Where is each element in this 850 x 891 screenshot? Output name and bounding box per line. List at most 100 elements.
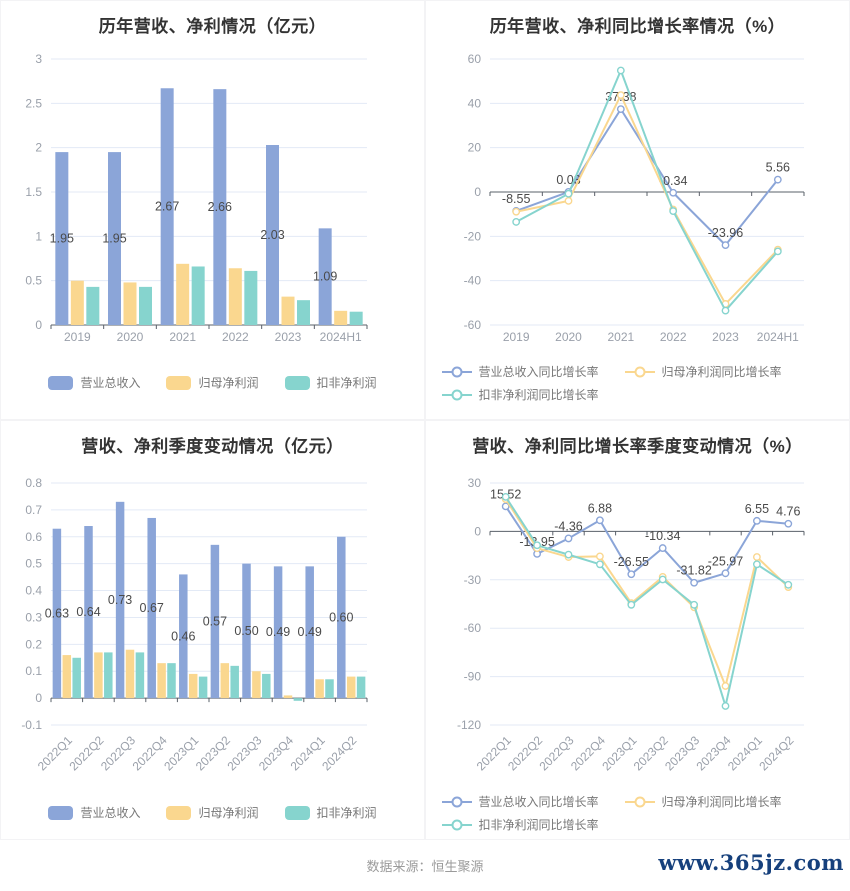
svg-text:2: 2: [35, 141, 42, 155]
website-link[interactable]: www.365jz.com: [658, 850, 844, 875]
svg-text:-23.96: -23.96: [708, 226, 743, 240]
legend-line-marker-icon: [441, 796, 472, 807]
legend-label: 扣非净利润同比增长率: [478, 817, 599, 832]
svg-text:-8.55: -8.55: [502, 192, 531, 206]
svg-text:0.4: 0.4: [25, 584, 42, 598]
legend-line-marker-icon: [624, 796, 655, 807]
svg-text:0.73: 0.73: [108, 593, 132, 607]
chart-canvas: 0.80.70.60.50.40.30.20.10-0.12022Q12022Q…: [21, 476, 368, 773]
svg-text:0.67: 0.67: [140, 601, 164, 615]
chart-title-annual-growth-rate: 历年营收、净利同比增长率情况（%）: [489, 17, 786, 36]
legend-item-扣非净利润同比增长率[interactable]: 扣非净利润同比增长率: [441, 817, 599, 832]
svg-text:6.55: 6.55: [745, 502, 769, 516]
svg-text:-31.82: -31.82: [676, 564, 711, 578]
legend-item-营业总收入[interactable]: 营业总收入: [48, 376, 140, 390]
svg-text:0.7: 0.7: [25, 503, 42, 517]
svg-text:0: 0: [474, 185, 481, 199]
svg-text:-20: -20: [464, 229, 482, 243]
svg-text:0.50: 0.50: [234, 624, 258, 638]
chart-plot-quarterly-growth-rate: 30 0 -30 -60 -90 -120 2022Q1 2022Q2 2022Q3 2022Q4…: [426, 455, 849, 787]
svg-text:40: 40: [468, 96, 482, 110]
legend-label: 扣非净利润: [316, 806, 377, 820]
legend-label: 归母净利润: [198, 376, 259, 390]
legend-item-扣非净利润[interactable]: 扣非净利润: [284, 376, 377, 390]
svg-text:20: 20: [468, 141, 482, 155]
svg-text:-10.34: -10.34: [645, 529, 680, 543]
chart-panel-annual-growth-rate: 历年营收、净利同比增长率情况（%） 60 40 20 0 -20 -40 -60 2019 20…: [425, 0, 850, 420]
svg-text:0.46: 0.46: [171, 629, 195, 643]
legend-item-营业总收入同比增长率[interactable]: 营业总收入同比增长率: [441, 364, 599, 379]
svg-text:0.03: 0.03: [556, 173, 580, 187]
svg-text:2020: 2020: [117, 330, 144, 344]
svg-text:2020: 2020: [555, 330, 582, 344]
svg-text:2.5: 2.5: [25, 96, 42, 110]
svg-text:0.5: 0.5: [25, 557, 42, 571]
svg-text:0.6: 0.6: [25, 530, 42, 544]
legend-swatch-icon: [48, 376, 74, 390]
chart-panel-quarterly-growth-rate: 营收、净利同比增长率季度变动情况（%） 30 0 -30 -60 -90 -120 2022…: [425, 420, 850, 840]
legend-line-marker-icon: [624, 366, 655, 377]
svg-text:0.2: 0.2: [25, 637, 42, 651]
svg-text:2.03: 2.03: [260, 228, 284, 242]
svg-text:-120: -120: [457, 718, 481, 732]
legend-label: 扣非净利润同比增长率: [478, 387, 599, 402]
svg-text:-0.1: -0.1: [21, 718, 42, 732]
svg-text:2019: 2019: [503, 330, 530, 344]
svg-text:0: 0: [474, 524, 481, 538]
chart-title-quarterly-revenue-profit: 营收、净利季度变动情况（亿元）: [81, 437, 344, 456]
svg-text:1: 1: [35, 229, 42, 243]
chart-panel-annual-revenue-profit: 历年营收、净利情况（亿元） 3 2.5 2 1.5 1 0.5 0 2019 2020 2021 2…: [0, 0, 425, 420]
svg-text:2022: 2022: [660, 330, 687, 344]
legend-label: 归母净利润: [198, 806, 259, 820]
legend-item-归母净利润[interactable]: 归母净利润: [166, 806, 259, 820]
svg-text:5.56: 5.56: [766, 161, 790, 175]
legend-item-归母净利润同比增长率[interactable]: 归母净利润同比增长率: [624, 795, 782, 809]
legend-item-归母净利润同比增长率[interactable]: 归母净利润同比增长率: [624, 364, 782, 379]
svg-text:-60: -60: [464, 621, 482, 635]
svg-text:0.60: 0.60: [329, 610, 353, 624]
chart-legend-annual-growth-rate: 营业总收入同比增长率 归母净利润同比增长率扣非净利润同比增长率: [426, 347, 849, 419]
legend-item-扣非净利润[interactable]: 扣非净利润: [284, 806, 377, 820]
chart-title-annual-revenue-profit: 历年营收、净利情况（亿元）: [98, 17, 327, 36]
legend-line-marker-icon: [441, 819, 472, 830]
svg-text:0.5: 0.5: [25, 274, 42, 288]
svg-text:30: 30: [468, 476, 482, 490]
chart-title-quarterly-growth-rate: 营收、净利同比增长率季度变动情况（%）: [472, 437, 803, 456]
svg-text:0.49: 0.49: [298, 625, 322, 639]
svg-text:60: 60: [468, 52, 482, 66]
svg-text:2019: 2019: [64, 330, 91, 344]
svg-text:2024H1: 2024H1: [757, 330, 799, 344]
svg-text:2024H1: 2024H1: [320, 330, 362, 344]
svg-text:1.95: 1.95: [102, 232, 126, 246]
svg-text:6.88: 6.88: [588, 501, 612, 515]
svg-text:-26.55: -26.55: [614, 555, 649, 569]
footer: 数据来源：恒生聚源 www.365jz.com: [0, 840, 850, 891]
legend-label: 营业总收入: [80, 376, 141, 390]
svg-text:0.3: 0.3: [25, 610, 42, 624]
legend-label: 扣非净利润: [316, 376, 377, 390]
legend-label: 归母净利润同比增长率: [661, 364, 782, 379]
legend-item-营业总收入同比增长率[interactable]: 营业总收入同比增长率: [441, 795, 599, 809]
svg-text:2021: 2021: [169, 330, 196, 344]
legend-line-marker-icon: [441, 366, 472, 377]
svg-text:0.1: 0.1: [25, 664, 42, 678]
svg-text:1.09: 1.09: [313, 270, 337, 284]
svg-text:1.5: 1.5: [25, 185, 42, 199]
legend-label: 营业总收入同比增长率: [478, 364, 599, 379]
chart-panel-quarterly-revenue-profit: 营收、净利季度变动情况（亿元） 0.8 0.7 0.6 0.5 0.4 0.3 0.2 0.1…: [0, 420, 425, 840]
chart-plot-quarterly-revenue-profit: 0.8 0.7 0.6 0.5 0.4 0.3 0.2 0.1 0 -0.1 2022Q1 2022Q…: [1, 455, 424, 787]
svg-text:4.76: 4.76: [776, 505, 800, 519]
chart-canvas: 60 40 20 0 -20 -40 -60 2019 2020 2021 2022 2023 2024…: [464, 52, 805, 344]
chart-legend-quarterly-growth-rate: 营业总收入同比增长率 归母净利润同比增长率扣非净利润同比增长率: [426, 787, 849, 839]
svg-text:0.63: 0.63: [45, 606, 69, 620]
legend-item-归母净利润[interactable]: 归母净利润: [166, 376, 259, 390]
svg-text:-4.36: -4.36: [554, 519, 583, 533]
legend-item-扣非净利润同比增长率[interactable]: 扣非净利润同比增长率: [441, 387, 599, 402]
chart-plot-annual-revenue-profit: 3 2.5 2 1.5 1 0.5 0 2019 2020 2021 2022 2023 2024H1 1…: [1, 35, 424, 347]
legend-line-marker-icon: [441, 389, 472, 400]
legend-item-营业总收入[interactable]: 营业总收入: [48, 806, 140, 820]
svg-text:0.49: 0.49: [266, 625, 290, 639]
svg-text:-90: -90: [464, 670, 482, 684]
legend-swatch-icon: [284, 376, 310, 390]
chart-legend-quarterly-revenue-profit: 营业总收入 归母净利润 扣非净利润: [1, 787, 424, 839]
